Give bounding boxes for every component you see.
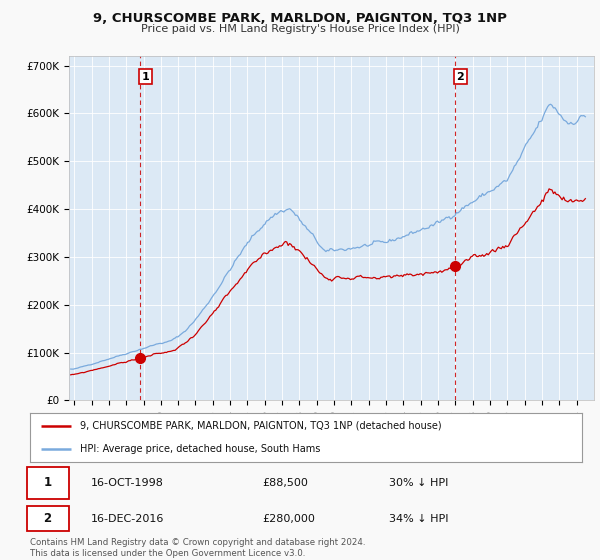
Text: 34% ↓ HPI: 34% ↓ HPI bbox=[389, 514, 448, 524]
Text: £88,500: £88,500 bbox=[262, 478, 308, 488]
Text: 1: 1 bbox=[142, 72, 149, 82]
Text: 2: 2 bbox=[44, 512, 52, 525]
Text: HPI: Average price, detached house, South Hams: HPI: Average price, detached house, Sout… bbox=[80, 444, 320, 454]
Text: Price paid vs. HM Land Registry's House Price Index (HPI): Price paid vs. HM Land Registry's House … bbox=[140, 24, 460, 34]
Text: 30% ↓ HPI: 30% ↓ HPI bbox=[389, 478, 448, 488]
Text: 16-DEC-2016: 16-DEC-2016 bbox=[91, 514, 164, 524]
FancyBboxPatch shape bbox=[27, 506, 68, 531]
Text: 9, CHURSCOMBE PARK, MARLDON, PAIGNTON, TQ3 1NP (detached house): 9, CHURSCOMBE PARK, MARLDON, PAIGNTON, T… bbox=[80, 421, 442, 431]
FancyBboxPatch shape bbox=[27, 468, 68, 498]
Text: Contains HM Land Registry data © Crown copyright and database right 2024.
This d: Contains HM Land Registry data © Crown c… bbox=[30, 538, 365, 558]
Text: 16-OCT-1998: 16-OCT-1998 bbox=[91, 478, 164, 488]
Text: £280,000: £280,000 bbox=[262, 514, 315, 524]
Text: 9, CHURSCOMBE PARK, MARLDON, PAIGNTON, TQ3 1NP: 9, CHURSCOMBE PARK, MARLDON, PAIGNTON, T… bbox=[93, 12, 507, 25]
Text: 1: 1 bbox=[44, 477, 52, 489]
Text: 2: 2 bbox=[457, 72, 464, 82]
